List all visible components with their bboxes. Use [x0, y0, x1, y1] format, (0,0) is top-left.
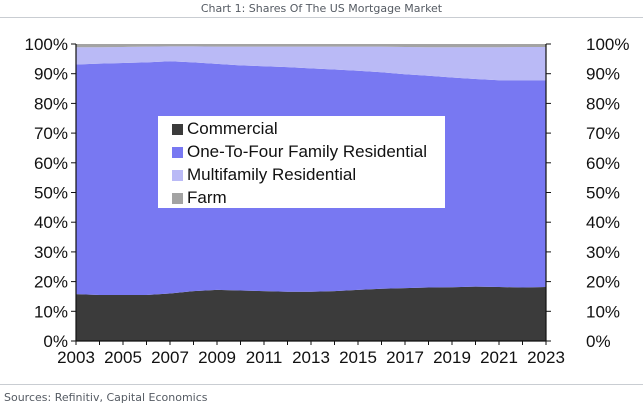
- y-tick-label-left: 100%: [25, 35, 68, 54]
- axes-group: [71, 43, 551, 345]
- legend-label: One-To-Four Family Residential: [187, 142, 427, 161]
- y-tick-label-right: 100%: [586, 35, 629, 54]
- y-tick-label-left: 10%: [34, 302, 68, 321]
- legend-swatch: [172, 124, 183, 135]
- y-tick-label-right: 90%: [586, 65, 620, 84]
- x-tick-label: 2023: [527, 348, 565, 367]
- area-farm: [76, 44, 546, 48]
- chart-title: Chart 1: Shares Of The US Mortgage Marke…: [200, 2, 443, 15]
- x-tick-label: 2009: [198, 348, 236, 367]
- tick-labels-group: 0% 0% 10% 10% 20% 20% 30% 30% 40% 40% 50% 50% 60% 60%…: [25, 35, 630, 367]
- area-multifamily-residential: [76, 46, 546, 81]
- area-commercial: [76, 286, 546, 341]
- x-tick-label: 2019: [433, 348, 471, 367]
- x-tick-label: 2017: [386, 348, 424, 367]
- x-tick-label: 2011: [246, 348, 283, 367]
- y-tick-label-left: 40%: [34, 213, 68, 232]
- y-tick-label-right: 60%: [586, 154, 620, 173]
- legend-label: Farm: [187, 188, 227, 207]
- y-tick-label-right: 10%: [586, 302, 620, 321]
- legend: Commercial One-To-Four Family Residential…: [158, 116, 445, 208]
- source-note: Sources: Refinitiv, Capital Economics: [4, 391, 208, 404]
- y-tick-label-right: 20%: [586, 273, 620, 292]
- y-tick-label-right: 70%: [586, 124, 620, 143]
- title-divider: [0, 17, 643, 18]
- y-tick-label-left: 0%: [43, 332, 68, 351]
- y-tick-label-left: 70%: [34, 124, 68, 143]
- legend-label: Multifamily Residential: [187, 165, 357, 184]
- x-tick-label: 2021: [480, 348, 518, 367]
- y-tick-label-left: 50%: [34, 184, 68, 203]
- x-tick-label: 2015: [339, 348, 377, 367]
- y-tick-label-left: 60%: [34, 154, 68, 173]
- x-tick-label: 2003: [57, 348, 95, 367]
- legend-label: Commercial: [187, 119, 278, 138]
- y-tick-label-left: 90%: [34, 65, 68, 84]
- x-tick-label: 2007: [151, 348, 189, 367]
- legend-swatch: [172, 170, 183, 181]
- legend-swatch: [172, 147, 183, 158]
- y-tick-label-right: 50%: [586, 184, 620, 203]
- y-tick-label-right: 0%: [586, 332, 611, 351]
- legend-swatch: [172, 193, 183, 204]
- y-tick-label-left: 80%: [34, 94, 68, 113]
- x-tick-label: 2005: [104, 348, 142, 367]
- x-tick-label: 2013: [292, 348, 330, 367]
- y-tick-label-right: 30%: [586, 243, 620, 262]
- y-tick-label-left: 20%: [34, 273, 68, 292]
- y-tick-label-right: 40%: [586, 213, 620, 232]
- source-divider: [0, 384, 643, 385]
- y-tick-label-left: 30%: [34, 243, 68, 262]
- y-tick-label-right: 80%: [586, 94, 620, 113]
